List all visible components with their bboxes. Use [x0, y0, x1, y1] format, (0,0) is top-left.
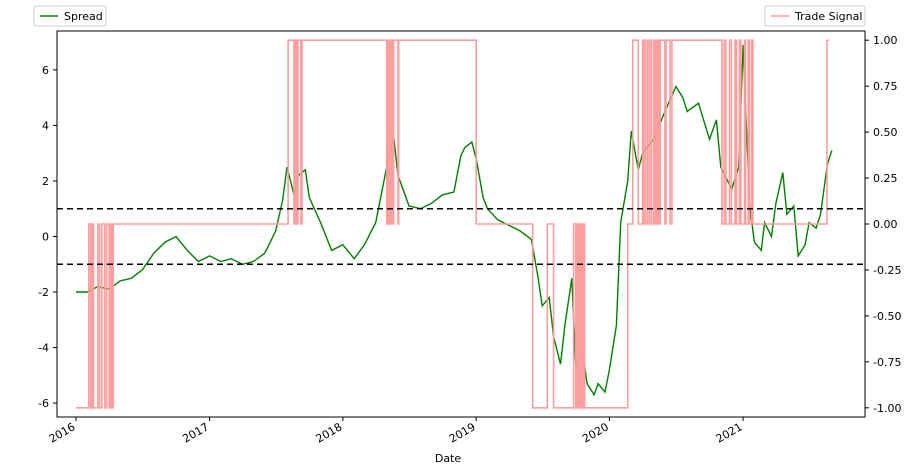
spread-line [76, 44, 833, 397]
y-left-tick-label: 4 [42, 119, 49, 132]
x-tick-label: 2020 [580, 420, 611, 445]
legend-trade-signal-label: Trade Signal [794, 10, 862, 23]
y-left-tick-label: 0 [42, 230, 49, 243]
y-right-tick-label: -1.00 [873, 402, 901, 415]
y-right-tick-label: 0.25 [873, 172, 898, 185]
y-right-tick-label: 1.00 [873, 34, 898, 47]
legend-trade-signal: Trade Signal [764, 5, 866, 27]
y-right-tick-label: 0.00 [873, 218, 898, 231]
y-left-tick-label: -6 [38, 397, 49, 410]
x-tick-label: 2019 [447, 420, 478, 445]
x-tick-label: 2016 [47, 420, 78, 445]
x-axis-label: Date [435, 452, 462, 465]
plot-area [57, 39, 865, 409]
legend-spread-label: Spread [64, 10, 103, 23]
x-tick-label: 2017 [180, 420, 211, 445]
y-right-tick-label: -0.75 [873, 356, 901, 369]
legend-spread: Spread [33, 5, 107, 27]
legend-spread-box [33, 5, 107, 27]
y-left-tick-label: 6 [42, 64, 49, 77]
legend-trade-signal-box [764, 5, 866, 27]
x-tick-label: 2021 [714, 420, 745, 445]
y-right-tick-label: 0.50 [873, 126, 898, 139]
y-right-tick-label: 0.75 [873, 80, 898, 93]
x-tick-label: 2018 [314, 420, 345, 445]
y-right-tick-label: -0.25 [873, 264, 901, 277]
y-left-tick-label: -2 [38, 286, 49, 299]
y-right-tick-label: -0.50 [873, 310, 901, 323]
trade-signal-line [76, 39, 830, 409]
y-left-tick-label: -4 [38, 342, 49, 355]
y-left-tick-label: 2 [42, 175, 49, 188]
